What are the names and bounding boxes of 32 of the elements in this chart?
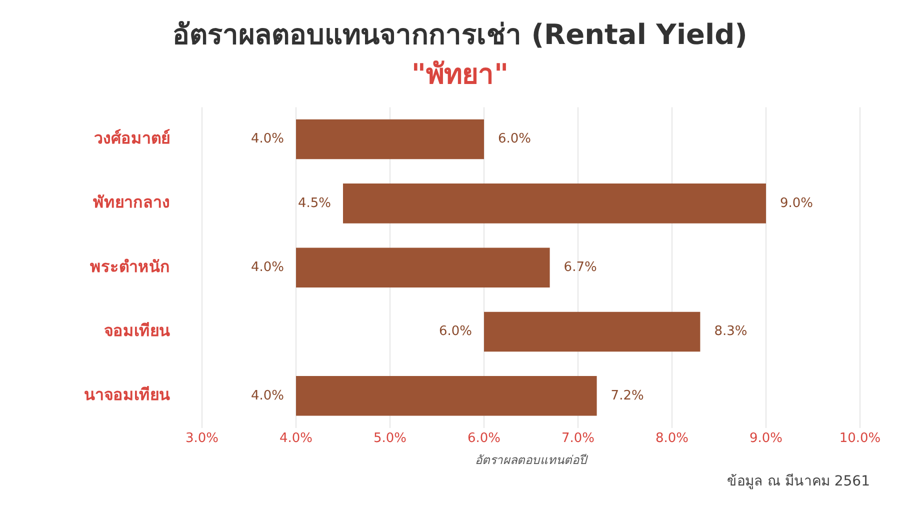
annotation: 6.0% [438,324,472,340]
y-tick-label: พัทยากลาง [93,192,170,212]
data-label: 7.2% [610,388,644,404]
bar [296,119,484,160]
annotation: 4.0% [250,260,284,275]
bar [296,376,597,416]
y-tick-label: วงศ์อมาตย์ [94,128,170,148]
x-tick-label: 4.0% [279,431,313,446]
x-tick-label: 10.0% [839,431,881,446]
y-tick-label: พระตำหนัก [90,256,170,276]
text: ข้อมูล ณ มีนาคม 2561 [727,474,870,490]
bar [343,184,766,224]
annotation: 4.0% [250,132,284,147]
data-label: 6.0% [498,132,532,147]
annotation: 4.0% [250,388,284,404]
y-tick-label: นาจอมเทียน [84,385,170,404]
chart-title: อัตราผลตอบแทนจากการเช่า (Rental Yield) [172,18,748,52]
bar [296,248,550,288]
data-label: 9.0% [780,196,814,211]
x-tick-label: 8.0% [655,431,689,446]
x-tick-label: 5.0% [373,431,407,446]
data-label: 8.3% [714,324,748,340]
annotation: 4.5% [298,196,331,211]
data-label: 6.7% [564,260,597,275]
x-tick-label: 6.0% [467,431,501,446]
x-tick-label: 7.0% [561,431,595,446]
y-tick-label: จอมเทียน [104,320,170,340]
x-tick-label: 3.0% [185,431,219,446]
x-axis-title: อัตราผลตอบแทนต่อปี [475,452,589,467]
chart-subtitle: "พัทยา" [411,58,509,91]
bar [484,312,700,352]
x-tick-label: 9.0% [749,431,783,446]
